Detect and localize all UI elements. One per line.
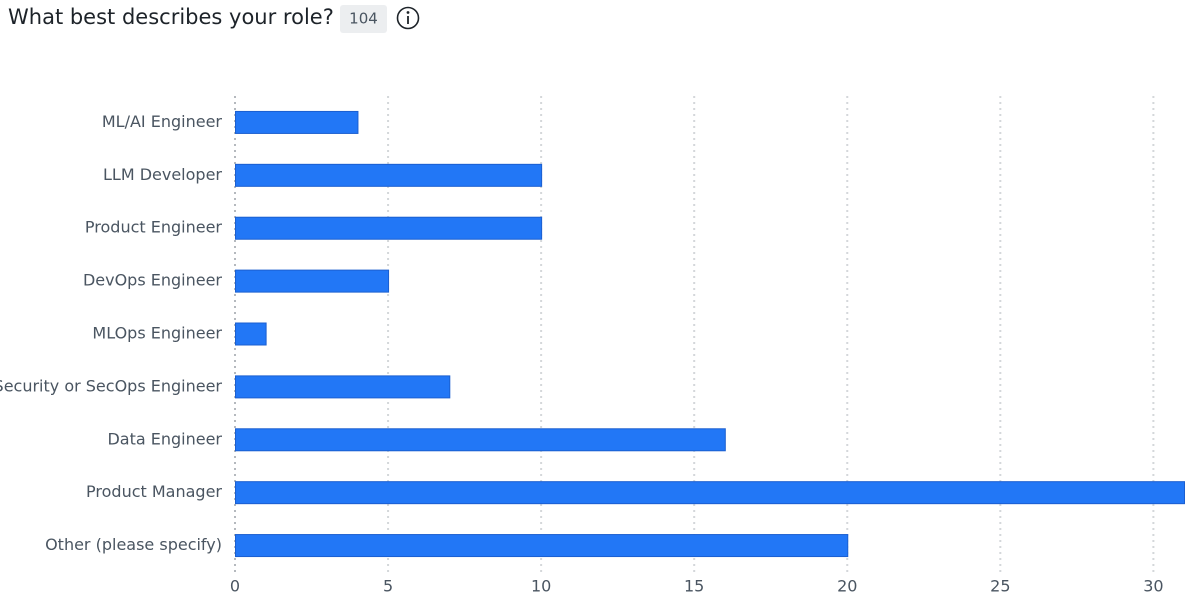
response-count: 104 (349, 10, 378, 28)
info-icon[interactable] (396, 6, 420, 30)
x-tick-label: 5 (383, 577, 393, 596)
bar (235, 375, 451, 399)
bar (235, 322, 267, 346)
bar (235, 428, 726, 452)
bar (235, 534, 849, 558)
x-tick-label: 30 (1143, 577, 1163, 596)
bar (235, 110, 359, 134)
count-badge (340, 5, 387, 33)
x-tick-label: 0 (230, 577, 240, 596)
y-tick-label: LLM Developer (103, 165, 222, 184)
chart-title: What best describes your role? (8, 5, 334, 29)
y-tick-label: Product Engineer (85, 218, 223, 237)
y-tick-label: Security or SecOps Engineer (0, 376, 222, 395)
y-tick-label: Other (please specify) (45, 535, 222, 554)
x-tick-label: 15 (684, 577, 704, 596)
bar (235, 481, 1185, 505)
y-tick-label: Data Engineer (107, 429, 222, 448)
x-tick-label: 20 (837, 577, 857, 596)
bar (235, 216, 543, 240)
y-tick-label: DevOps Engineer (83, 271, 222, 290)
x-tick-label: 10 (531, 577, 551, 596)
x-tick-label: 25 (990, 577, 1010, 596)
bar (235, 163, 543, 187)
y-tick-label: ML/AI Engineer (102, 112, 223, 131)
bar (235, 269, 390, 293)
y-tick-label: Product Manager (86, 482, 222, 501)
y-tick-label: MLOps Engineer (92, 324, 222, 343)
